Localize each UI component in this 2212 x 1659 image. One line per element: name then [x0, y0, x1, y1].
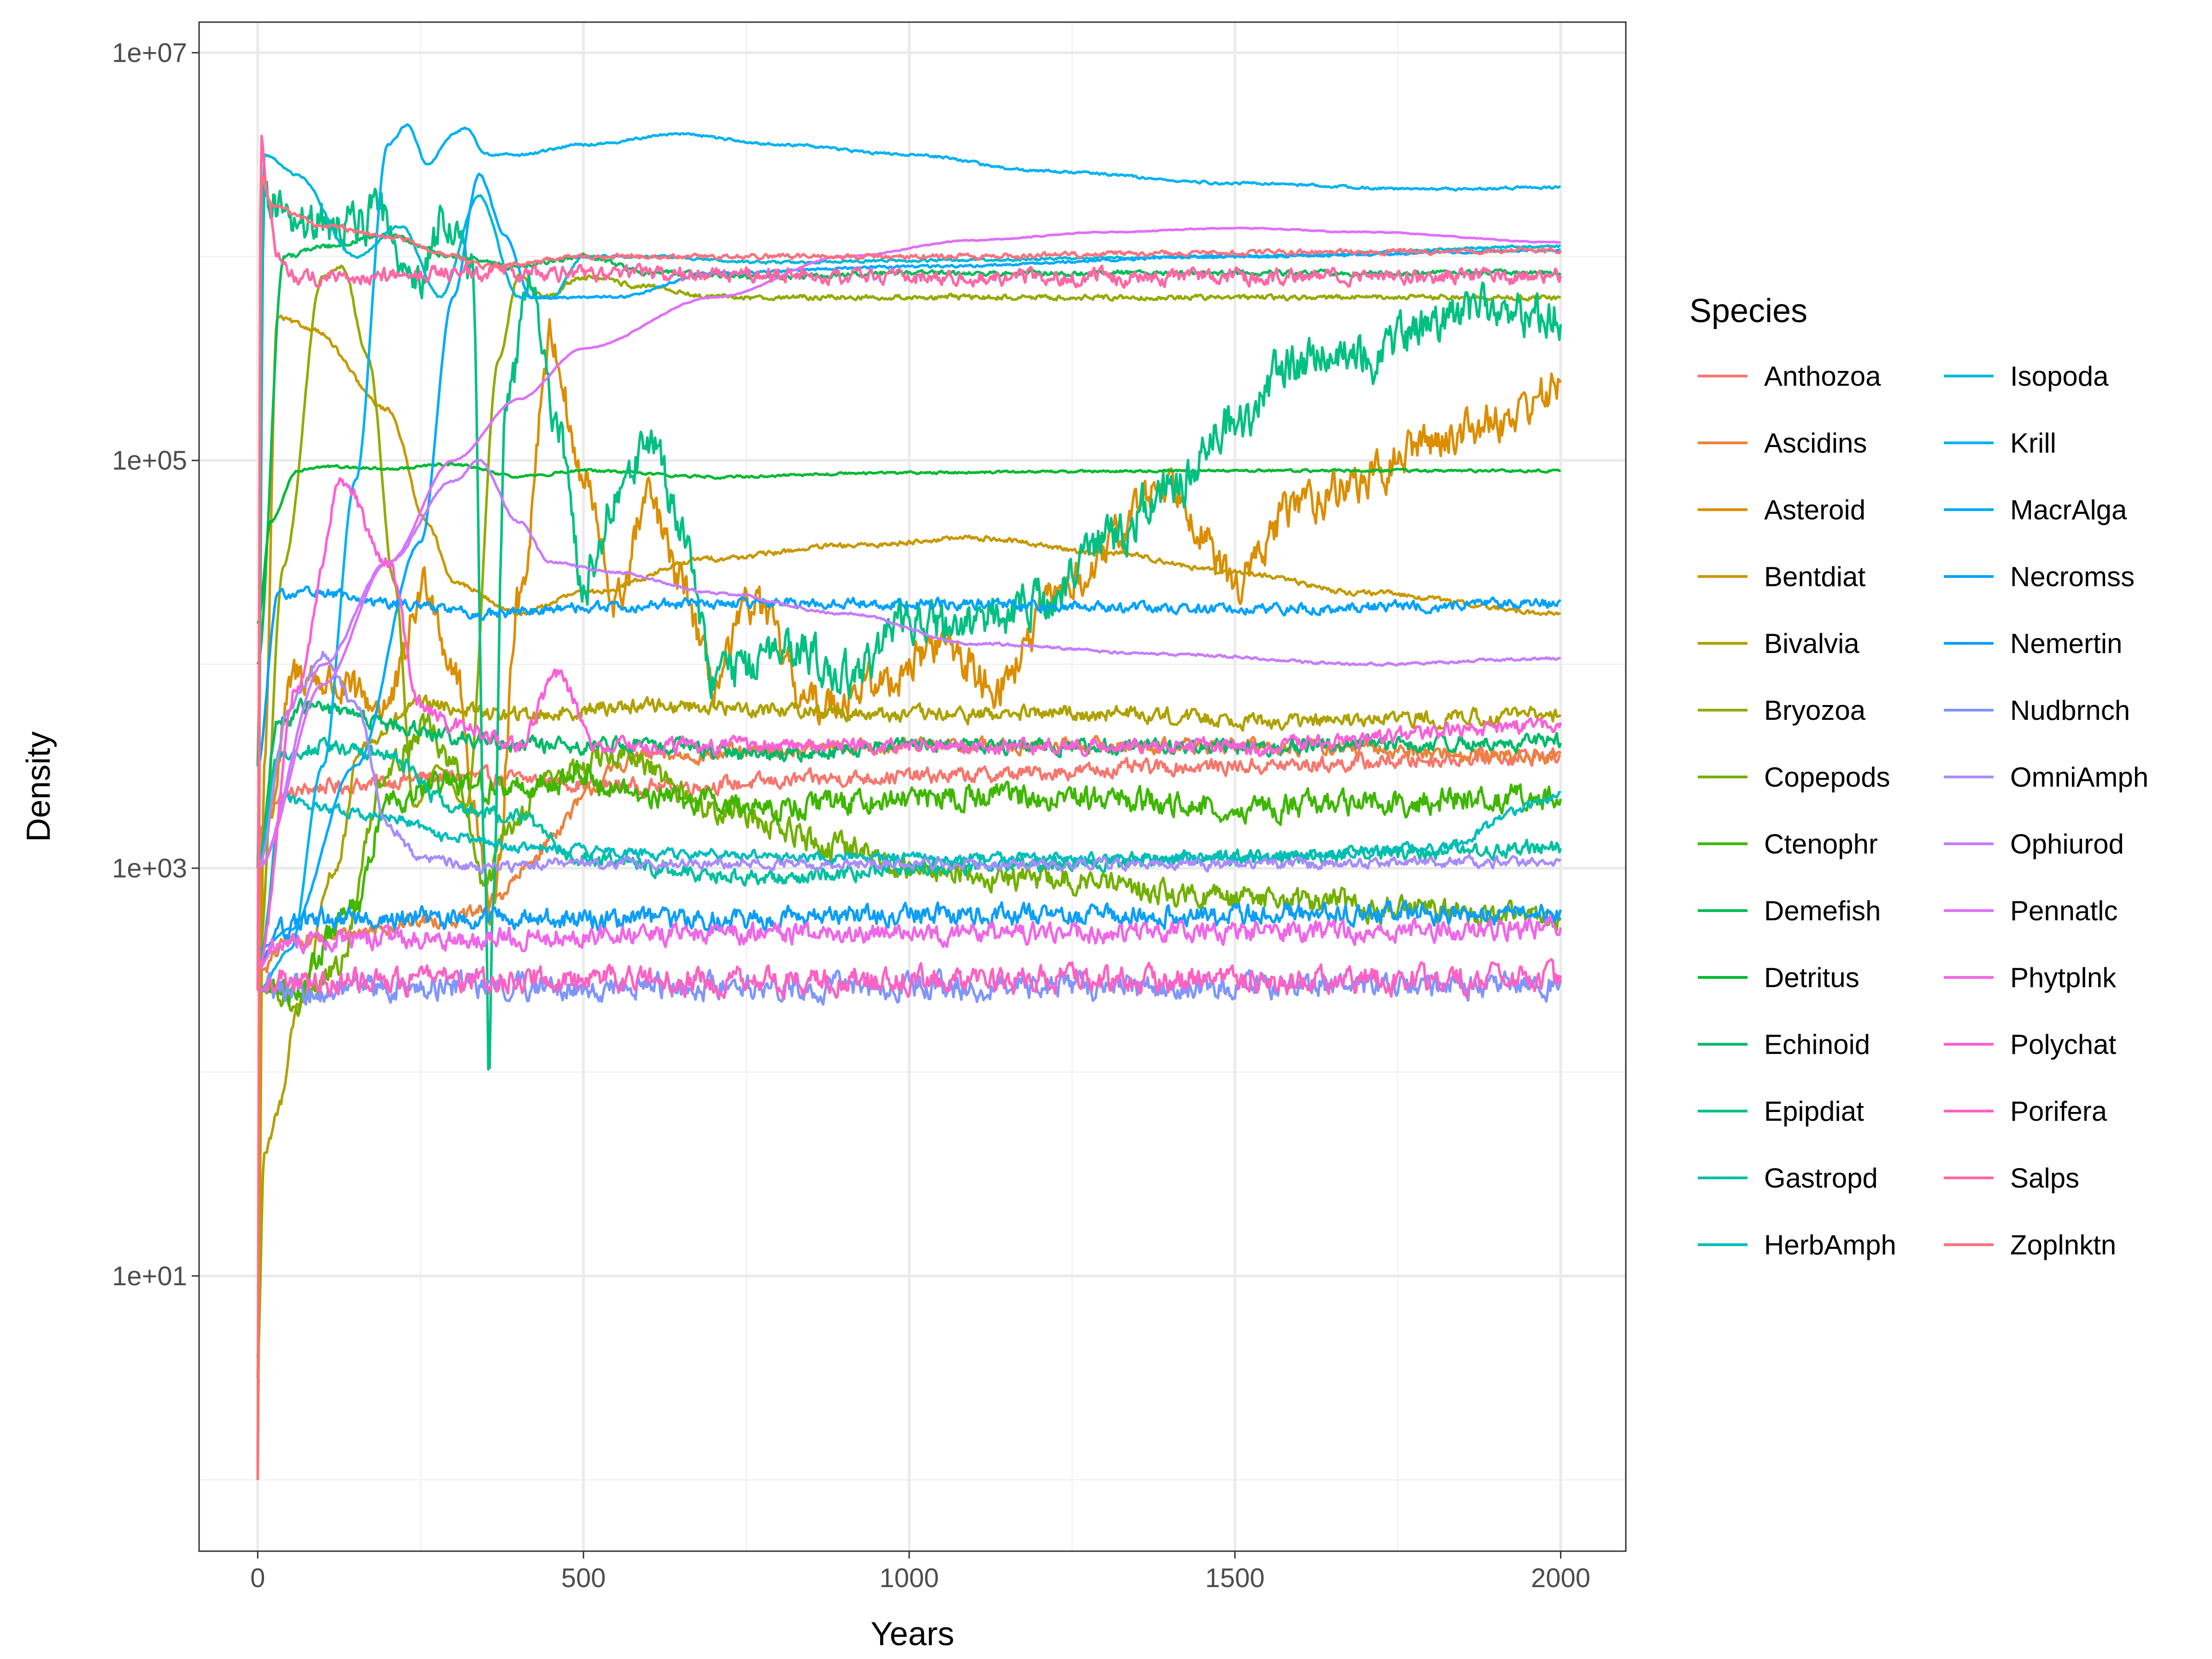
legend-label-ophiurod: Ophiurod	[2010, 829, 2124, 859]
legend-label-anthozoa: Anthozoa	[1764, 361, 1881, 392]
legend-label-macralga: MacrAlga	[2010, 494, 2127, 525]
legend-label-zoplnktn: Zoplnktn	[2010, 1230, 2116, 1260]
y-tick-label: 1e+05	[112, 446, 187, 476]
series-line-copepods	[258, 712, 1562, 1017]
x-tick-label: 500	[561, 1563, 606, 1593]
series-line-polychat	[257, 477, 1562, 971]
legend-label-omniamph: OmniAmph	[2010, 762, 2148, 793]
legend-label-asteroid: Asteroid	[1764, 494, 1865, 525]
x-tick-label: 0	[250, 1563, 265, 1593]
series-line-herbamph	[257, 790, 1561, 971]
y-tick-label: 1e+03	[112, 853, 187, 883]
series-line-omniamph	[257, 651, 1562, 875]
legend-label-bivalvia: Bivalvia	[1764, 628, 1859, 659]
legend-label-bryozoa: Bryozoa	[1764, 695, 1866, 726]
y-tick-label: 1e+01	[112, 1261, 187, 1291]
plot-border	[198, 21, 1627, 1552]
series-line-macralga	[258, 172, 1561, 951]
series-line-detritus	[256, 462, 1561, 624]
legend-label-herbamph: HerbAmph	[1764, 1230, 1896, 1260]
x-tick-label: 1000	[879, 1563, 939, 1593]
legend-label-ctenophr: Ctenophr	[1764, 829, 1878, 859]
legend-label-detritus: Detritus	[1764, 962, 1859, 993]
series-line-krill	[257, 123, 1561, 992]
legend-label-necromss: Necromss	[2010, 561, 2135, 592]
series-line-demefish	[256, 232, 1562, 665]
series-line-necromss	[256, 585, 1562, 767]
y-axis-title: Density	[20, 731, 57, 842]
legend-label-salps: Salps	[2010, 1163, 2079, 1194]
legend-label-epipdiat: Epipdiat	[1764, 1096, 1864, 1127]
legend-label-demefish: Demefish	[1764, 895, 1881, 926]
legend-label-bentdiat: Bentdiat	[1764, 561, 1865, 592]
series-line-ctenophr	[258, 760, 1562, 1007]
legend-label-copepods: Copepods	[1764, 762, 1890, 793]
series-line-porifera	[257, 958, 1562, 1000]
series-line-zoplnktn	[256, 174, 1562, 1480]
legend-label-echinoid: Echinoid	[1764, 1029, 1870, 1060]
series-line-pennatlc	[257, 226, 1561, 870]
series-line-epipdiat	[256, 181, 1562, 1071]
legend-label-polychat: Polychat	[2010, 1029, 2116, 1060]
legend-label-gastropd: Gastropd	[1764, 1163, 1878, 1194]
x-tick-label: 1500	[1205, 1563, 1265, 1593]
legend: Species Anthozoa Ascidins Asteroid Bentdiat…	[1689, 293, 2148, 1260]
y-tick-label: 1e+07	[112, 38, 187, 68]
legend-label-pennatlc: Pennatlc	[2010, 895, 2118, 926]
series-line-nemertin	[257, 900, 1562, 971]
x-axis-title: Years	[871, 1616, 954, 1653]
series-line-salps	[256, 135, 1562, 991]
x-tick-label: 2000	[1531, 1563, 1590, 1593]
legend-label-nemertin: Nemertin	[2010, 628, 2122, 659]
legend-label-isopoda: Isopoda	[2010, 361, 2109, 392]
legend-label-ascidins: Ascidins	[1764, 428, 1867, 459]
axes: 0 500 1000 1500 2000 1e+01 1e+03 1e+05 1e+07	[112, 38, 1590, 1593]
series-line-ophiurod	[257, 459, 1561, 870]
series-line-anthozoa	[256, 746, 1561, 1480]
series-line-bentdiat	[256, 314, 1561, 1378]
series-line-isopoda	[256, 153, 1561, 869]
series-lines	[256, 123, 1562, 1480]
legend-label-phytplnk: Phytplnk	[2010, 962, 2117, 993]
series-line-gastropd	[257, 736, 1562, 887]
legend-label-krill: Krill	[2010, 428, 2056, 459]
legend-label-porifera: Porifera	[2010, 1096, 2107, 1127]
series-line-phytplnk	[257, 914, 1562, 971]
legend-label-nudbrnch: Nudbrnch	[2010, 695, 2130, 726]
legend-title: Species	[1689, 293, 1807, 329]
